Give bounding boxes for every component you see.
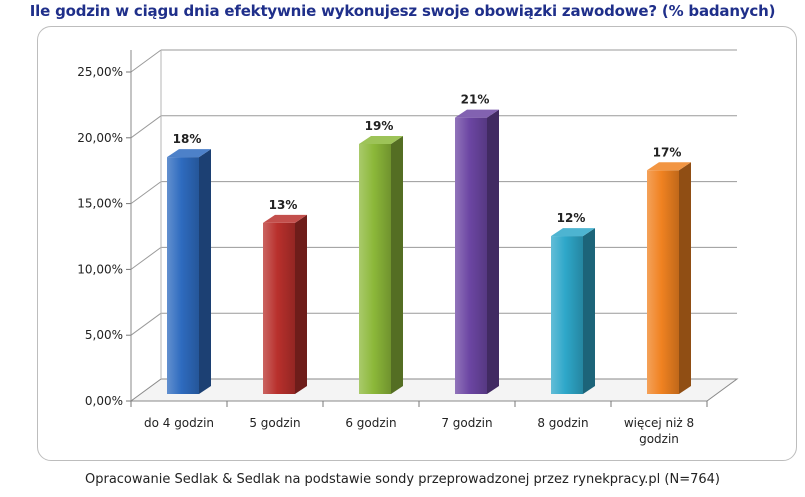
bar-side (487, 109, 499, 394)
y-tick-label: 25,00% (77, 65, 123, 79)
data-label: 21% (461, 93, 490, 107)
bar-front (359, 143, 391, 394)
x-category-label: 8 godzin (537, 416, 588, 430)
y-tick-label: 5,00% (85, 328, 123, 342)
bar-chart: 0,00% 5,00% 10,00% 15,00% 20,00% 25,00% do 4 … (77, 49, 739, 446)
gridline-diagonal (130, 312, 162, 336)
bar-top (167, 149, 211, 158)
gridline-diagonal (130, 115, 162, 139)
x-category-label: do 4 godzin (144, 416, 214, 430)
bar-front (167, 157, 199, 394)
bar (167, 149, 211, 394)
bar-side (679, 162, 691, 394)
x-category-label: więcej niż 8 (624, 416, 694, 430)
chart-floor (129, 378, 739, 402)
axes (126, 50, 708, 407)
bar (551, 228, 595, 394)
bar-top (455, 109, 499, 118)
data-labels: 18% 13% 19% 21% 12% 17% (173, 93, 682, 225)
gridlines (130, 49, 737, 336)
floor-plane (129, 378, 739, 402)
bar (263, 214, 307, 394)
bar (647, 162, 691, 394)
data-label: 18% (173, 132, 202, 146)
bar-top (263, 214, 307, 223)
x-category-label: 6 godzin (345, 416, 396, 430)
bar-top (647, 162, 691, 171)
bar-front (551, 236, 583, 394)
data-label: 13% (269, 198, 298, 212)
x-category-label: 7 godzin (441, 416, 492, 430)
bar-side (391, 135, 403, 394)
bar-front (455, 117, 487, 394)
x-axis-category-labels: do 4 godzin 5 godzin 6 godzin 7 godzin 8 god… (144, 416, 694, 446)
gridline-diagonal (130, 49, 162, 73)
y-tick-label: 0,00% (85, 394, 123, 408)
bar-front (263, 222, 295, 394)
data-label: 19% (365, 119, 394, 133)
y-tick-label: 20,00% (77, 131, 123, 145)
y-tick-label: 15,00% (77, 197, 123, 211)
bar-side (199, 149, 211, 394)
data-label: 17% (653, 145, 682, 159)
y-axis-tick-labels: 0,00% 5,00% 10,00% 15,00% 20,00% 25,00% (77, 65, 123, 408)
gridline-diagonal (130, 246, 162, 270)
x-category-label: godzin (639, 432, 679, 446)
x-category-label: 5 godzin (249, 416, 300, 430)
bar-side (583, 228, 595, 394)
bars (167, 109, 691, 394)
bar (455, 109, 499, 394)
bar-side (295, 214, 307, 394)
chart-title: Ile godzin w ciągu dnia efektywnie wykon… (29, 2, 776, 20)
bar (359, 135, 403, 394)
bar-top (551, 228, 595, 237)
source-note: Opracowanie Sedlak & Sedlak na podstawie… (84, 472, 720, 487)
bar-top (359, 135, 403, 144)
y-tick-label: 10,00% (77, 262, 123, 276)
bar-front (647, 170, 679, 394)
data-label: 12% (557, 211, 586, 225)
gridline-diagonal (130, 181, 162, 205)
